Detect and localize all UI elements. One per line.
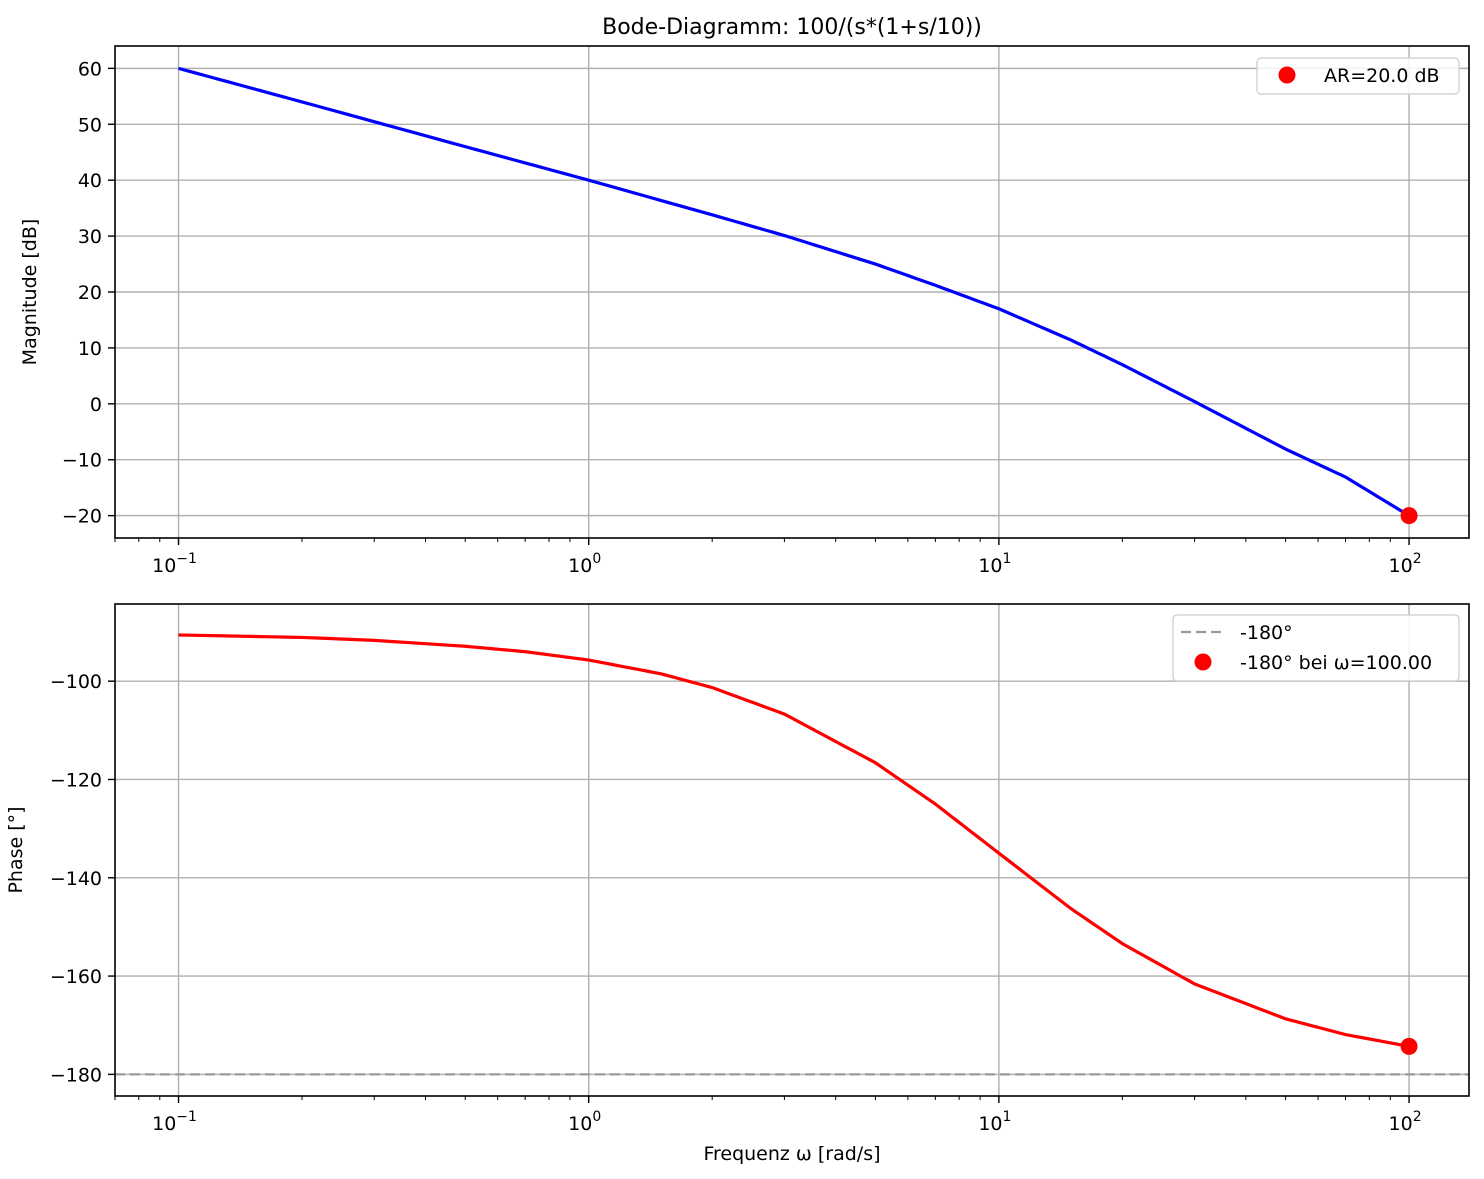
response-curve-series: [178, 66, 1410, 518]
legend: -180° -180° bei ω=100.00: [1172, 614, 1460, 682]
y-tick-label: −20: [62, 506, 102, 528]
response-curve-series: [178, 633, 1410, 1048]
data-marker-point: [1400, 1037, 1418, 1055]
x-tick-label-exponent: 2: [1413, 551, 1422, 567]
x-tick-label-base: 10: [978, 1113, 1002, 1135]
legend-marker-swatch: [1194, 653, 1212, 671]
x-tick-label-base: 10: [152, 555, 176, 577]
legend-marker-swatch: [1278, 66, 1296, 84]
legend-label: AR=20.0 dB: [1324, 65, 1440, 87]
x-tick-label-base: 10: [1389, 1113, 1413, 1135]
data-marker-point: [1400, 507, 1418, 525]
y-tick-label: 50: [78, 114, 102, 136]
y-tick-label: −160: [50, 966, 102, 988]
x-axis-title: Frequenz ω [rad/s]: [703, 1143, 880, 1165]
y-tick-label: 40: [78, 170, 102, 192]
x-tick-label: 101: [978, 551, 1011, 577]
x-tick-label-exponent: 2: [1413, 1109, 1422, 1125]
legend: AR=20.0 dB: [1256, 57, 1460, 95]
x-tick-label: 102: [1389, 551, 1422, 577]
x-tick-label-exponent: 0: [592, 551, 601, 567]
x-tick-label: 10−1: [152, 1109, 197, 1135]
x-tick-label-base: 10: [1389, 555, 1413, 577]
legend-label: -180° bei ω=100.00: [1240, 652, 1432, 674]
x-tick-label-exponent: 1: [1003, 551, 1012, 567]
y-tick-label: 10: [78, 338, 102, 360]
legend-box: [1172, 614, 1460, 682]
legend-label: -180°: [1240, 622, 1293, 644]
x-tick-label-base: 10: [568, 1113, 592, 1135]
y-tick-label: 60: [78, 58, 102, 80]
legend-box: [1256, 57, 1460, 95]
axes-frame: [114, 603, 1470, 1097]
y-tick-label: −10: [62, 450, 102, 472]
y-axis-title: Magnitude [dB]: [19, 219, 41, 366]
y-tick-label: −120: [50, 769, 102, 791]
y-tick-label: 20: [78, 282, 102, 304]
x-tick-label-base: 10: [568, 555, 592, 577]
y-tick-label: −180: [50, 1064, 102, 1086]
x-tick-label-exponent: 1: [1003, 1109, 1012, 1125]
x-tick-label: 102: [1389, 1109, 1422, 1135]
x-tick-label: 10−1: [152, 551, 197, 577]
x-tick-label-exponent: −1: [176, 551, 197, 567]
x-tick-label-exponent: 0: [592, 1109, 601, 1125]
x-tick-label-base: 10: [978, 555, 1002, 577]
x-tick-label-base: 10: [152, 1113, 176, 1135]
y-tick-label: 30: [78, 226, 102, 248]
y-tick-label: 0: [90, 394, 102, 416]
x-tick-label: 101: [978, 1109, 1011, 1135]
magnitude-panel: 10−1 100 101 1026050403020100−10−20Magnitud…: [19, 45, 1470, 577]
chart-title: Bode-Diagramm: 100/(s*(1+s/10)): [602, 15, 982, 40]
x-tick-label: 100: [568, 551, 601, 577]
y-tick-label: −100: [50, 671, 102, 693]
y-tick-label: −140: [50, 868, 102, 890]
x-tick-label: 100: [568, 1109, 601, 1135]
y-axis-title: Phase [°]: [5, 806, 27, 893]
x-tick-label-exponent: −1: [176, 1109, 197, 1125]
